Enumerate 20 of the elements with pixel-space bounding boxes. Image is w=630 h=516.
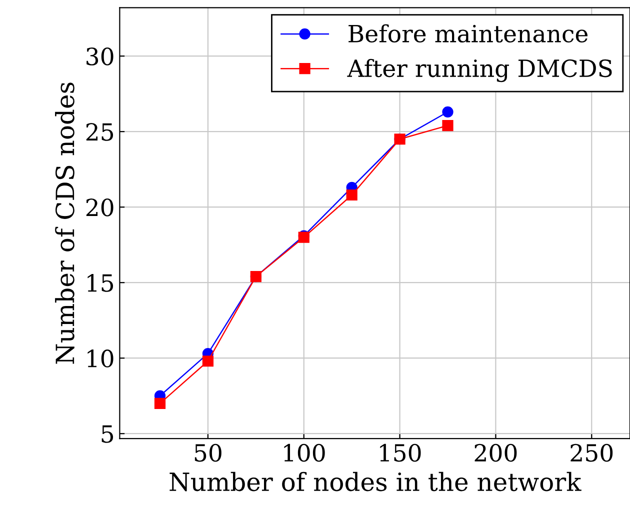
x-axis-title: Number of nodes in the network xyxy=(170,472,582,492)
point xyxy=(202,356,214,367)
y-tick-label: 20 xyxy=(86,198,114,216)
y-tick-label: 10 xyxy=(88,350,114,368)
y-tick-label: 15 xyxy=(88,274,114,292)
point xyxy=(442,106,454,118)
y-tick-label: 30 xyxy=(86,48,114,66)
y-tick-label: 5 xyxy=(102,425,114,443)
legend-label: After running DMCDS xyxy=(347,58,612,82)
x-tick-label: 200 xyxy=(474,444,517,462)
x-tick-label: 150 xyxy=(380,444,421,462)
legend-label: Before maintenance xyxy=(348,24,588,43)
x-tick-label: 100 xyxy=(284,444,325,462)
y-axis-title: Number of CDS nodes xyxy=(55,82,74,364)
point xyxy=(346,189,358,201)
x-tick-label: 50 xyxy=(194,444,222,462)
point xyxy=(154,398,166,409)
y-tick-label: 25 xyxy=(86,123,114,141)
x-tick-label: 250 xyxy=(570,444,613,462)
point xyxy=(442,120,454,132)
